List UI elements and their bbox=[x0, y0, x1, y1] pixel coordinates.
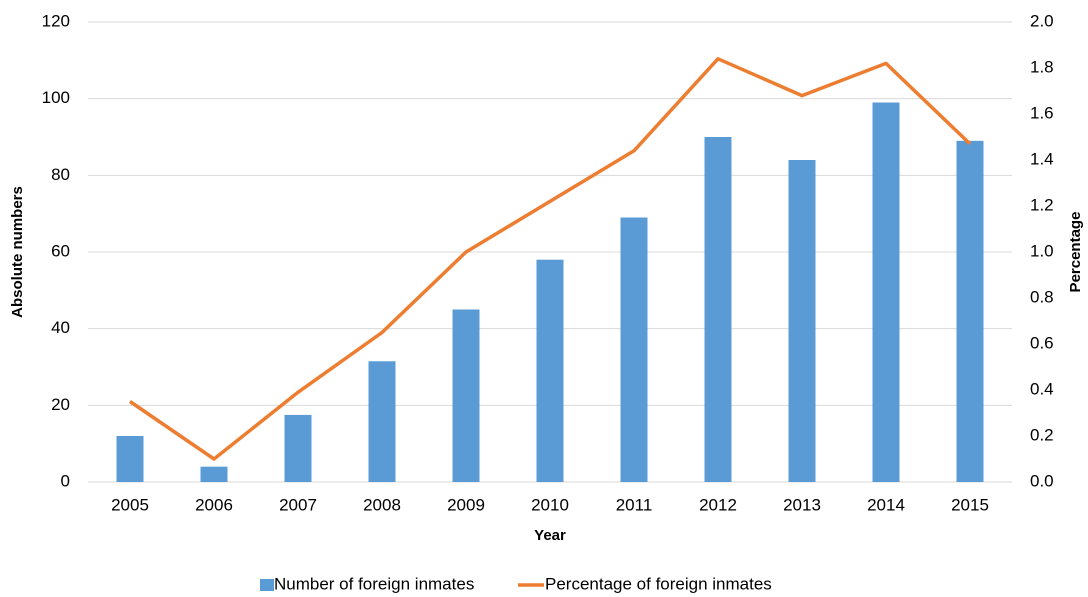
bar bbox=[956, 140, 984, 483]
y-tick-label: 20 bbox=[51, 395, 70, 414]
y2-tick-label: 0.8 bbox=[1030, 287, 1054, 306]
bar bbox=[788, 160, 816, 482]
y2-tick-label: 1.6 bbox=[1030, 103, 1054, 122]
bar bbox=[368, 361, 396, 482]
line bbox=[129, 57, 972, 461]
y2-tick-label: 0.6 bbox=[1030, 333, 1054, 352]
x-tick-label: 2006 bbox=[195, 495, 233, 514]
y-tick-label: 120 bbox=[42, 11, 70, 30]
legend-swatch bbox=[260, 579, 274, 591]
y2-tick-label: 0.2 bbox=[1030, 425, 1054, 444]
x-tick-label: 2007 bbox=[279, 495, 317, 514]
bar bbox=[284, 414, 312, 482]
x-tick-label: 2005 bbox=[111, 495, 149, 514]
bar bbox=[116, 436, 144, 482]
y-tick-label: 60 bbox=[51, 241, 70, 260]
legend-label: Number of foreign inmates bbox=[274, 574, 474, 593]
x-tick-label: 2008 bbox=[363, 495, 401, 514]
x-tick-label: 2015 bbox=[951, 495, 989, 514]
y2-tick-label: 2.0 bbox=[1030, 11, 1054, 30]
bar bbox=[452, 309, 480, 482]
x-tick-label: 2011 bbox=[616, 495, 653, 514]
x-tick-label: 2010 bbox=[531, 495, 569, 514]
bar bbox=[872, 102, 900, 482]
x-axis-title: Year bbox=[534, 527, 566, 544]
y2-tick-label: 1.0 bbox=[1030, 241, 1054, 260]
bar bbox=[620, 217, 648, 482]
bar bbox=[704, 137, 732, 482]
x-tick-label: 2013 bbox=[783, 495, 821, 514]
y-tick-label: 100 bbox=[42, 88, 70, 107]
x-tick-label: 2012 bbox=[699, 495, 737, 514]
y-tick-label: 40 bbox=[51, 318, 70, 337]
y2-axis-title: Percentage bbox=[1067, 212, 1084, 293]
bar bbox=[200, 466, 228, 482]
y-axis-title: Absolute numbers bbox=[9, 186, 26, 318]
x-tick-label: 2014 bbox=[867, 495, 905, 514]
y2-tick-label: 1.8 bbox=[1030, 57, 1054, 76]
y2-tick-label: 0.4 bbox=[1030, 379, 1054, 398]
bar bbox=[536, 259, 564, 482]
y-tick-label: 80 bbox=[51, 165, 70, 184]
x-tick-label: 2009 bbox=[447, 495, 485, 514]
legend-label: Percentage of foreign inmates bbox=[545, 574, 772, 593]
y2-tick-label: 0.0 bbox=[1030, 471, 1054, 490]
y2-tick-label: 1.4 bbox=[1030, 149, 1054, 168]
y2-tick-label: 1.2 bbox=[1030, 195, 1054, 214]
y-tick-label: 0 bbox=[61, 471, 70, 490]
